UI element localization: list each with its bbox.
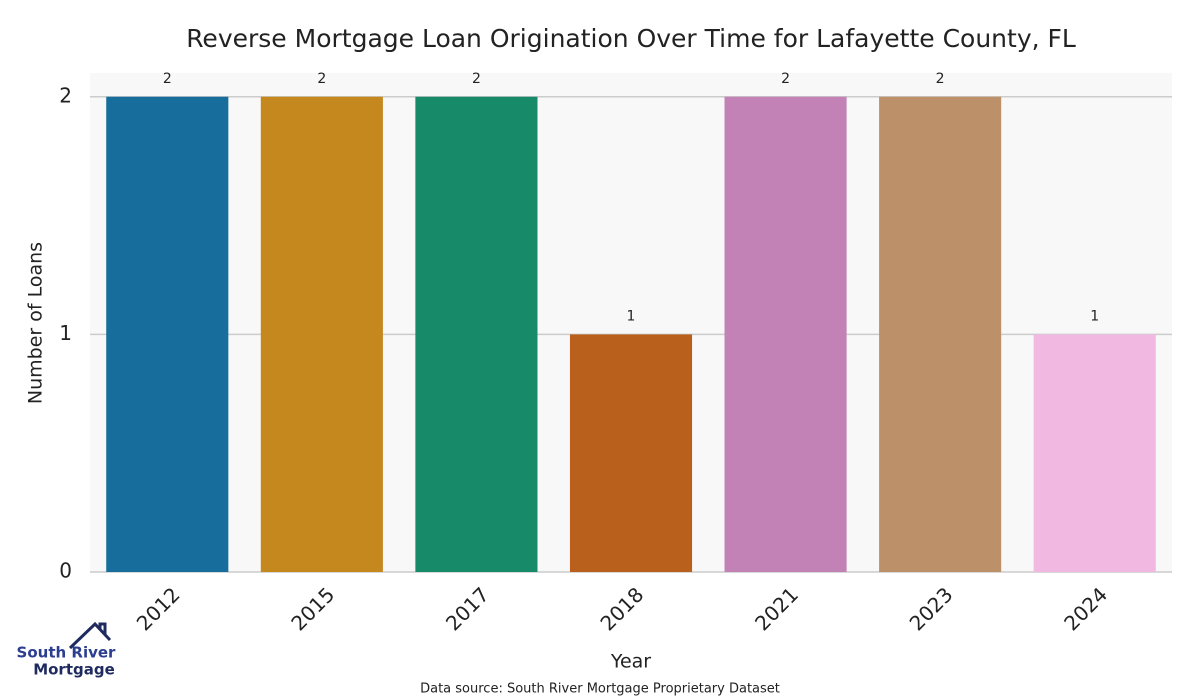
bar xyxy=(724,96,847,572)
data-label: 2 xyxy=(317,71,326,87)
x-tick-label: 2024 xyxy=(1059,582,1112,635)
bar xyxy=(106,96,229,572)
source-note: Data source: South River Mortgage Propri… xyxy=(420,682,780,697)
x-tick-label: 2012 xyxy=(132,582,185,635)
logo: South River Mortgage xyxy=(17,621,117,679)
x-tick-label: 2018 xyxy=(595,582,648,635)
data-label: 2 xyxy=(781,71,790,87)
x-tick-label: 2015 xyxy=(286,582,339,635)
logo-line2: Mortgage xyxy=(33,661,115,679)
chart-title: Reverse Mortgage Loan Origination Over T… xyxy=(186,24,1076,53)
y-tick-label: 1 xyxy=(59,321,72,345)
logo-house xyxy=(68,621,112,650)
logo-line1: South River xyxy=(17,644,117,662)
data-label: 1 xyxy=(627,308,636,324)
x-tick-label: 2023 xyxy=(905,582,958,635)
bar xyxy=(415,96,538,572)
x-axis-label: Year xyxy=(610,651,651,673)
y-tick-label: 2 xyxy=(59,83,72,107)
x-tick-label: 2017 xyxy=(441,582,494,635)
bar xyxy=(569,334,693,572)
data-label: 1 xyxy=(1090,308,1099,324)
y-axis-label: Number of Loans xyxy=(25,242,47,404)
bar xyxy=(260,96,383,572)
bar xyxy=(1033,334,1156,572)
y-tick-label: 0 xyxy=(59,559,72,583)
data-label: 2 xyxy=(163,71,172,87)
data-label: 2 xyxy=(472,71,481,87)
bar xyxy=(879,96,1002,572)
data-label: 2 xyxy=(936,71,945,87)
x-tick-label: 2021 xyxy=(750,582,803,635)
